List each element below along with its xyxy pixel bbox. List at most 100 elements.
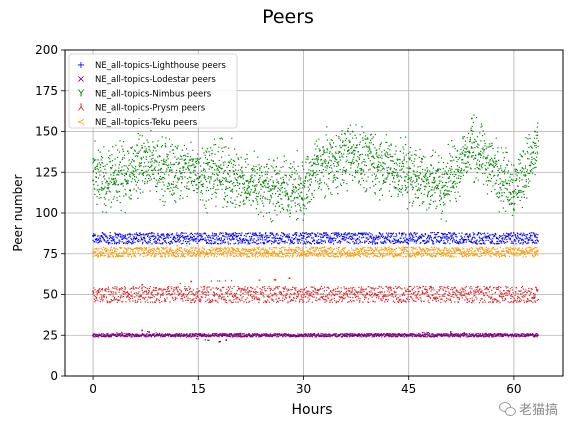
- data-point: [518, 290, 520, 292]
- data-point: [225, 232, 227, 234]
- data-point: [346, 234, 348, 236]
- data-point: [286, 288, 288, 290]
- data-point: [265, 300, 268, 303]
- data-point: [124, 235, 126, 238]
- data-point: [152, 334, 155, 336]
- data-point: [397, 335, 399, 337]
- data-point: [191, 239, 193, 241]
- data-point: [237, 240, 239, 242]
- data-point: [189, 288, 191, 290]
- data-point: [187, 299, 189, 301]
- data-point: [527, 335, 529, 337]
- data-point: [293, 234, 295, 236]
- data-point: [536, 239, 538, 241]
- data-point: [501, 292, 503, 294]
- data-point: [439, 286, 441, 288]
- data-point: [306, 240, 308, 242]
- data-point: [428, 241, 430, 243]
- data-point: [118, 255, 121, 257]
- data-point: [420, 297, 422, 299]
- data-point: [199, 254, 201, 256]
- data-point: [535, 335, 538, 337]
- data-point: [529, 239, 531, 241]
- data-point: [198, 333, 200, 335]
- data-point: [376, 334, 379, 336]
- data-point: [510, 336, 512, 338]
- data-point: [374, 333, 376, 336]
- data-point: [209, 242, 211, 244]
- data-point: [143, 252, 146, 254]
- data-point: [300, 295, 302, 297]
- data-point: [474, 237, 476, 239]
- data-point: [468, 292, 470, 294]
- data-point: [239, 298, 241, 301]
- data-point: [520, 242, 522, 244]
- data-point: [148, 290, 150, 292]
- data-point: [174, 236, 176, 238]
- data-point: [192, 253, 195, 256]
- data-point: [386, 295, 388, 297]
- data-point: [201, 249, 203, 251]
- data-point: [183, 253, 185, 255]
- data-point: [329, 291, 332, 293]
- data-point: [143, 252, 145, 254]
- data-point: [436, 233, 438, 235]
- data-point: [255, 292, 257, 294]
- data-point: [149, 237, 152, 239]
- data-point: [143, 333, 145, 335]
- data-point: [139, 234, 141, 237]
- data-point: [518, 300, 521, 302]
- data-point: [477, 232, 479, 235]
- data-point: [250, 238, 253, 240]
- data-point: [308, 333, 310, 335]
- data-point: [343, 237, 345, 239]
- data-point: [521, 285, 524, 288]
- data-point: [395, 294, 397, 296]
- data-point: [307, 293, 309, 295]
- data-point: [227, 333, 229, 335]
- data-point: [387, 232, 390, 234]
- data-point: [175, 249, 177, 251]
- data-point: [447, 298, 449, 300]
- data-point: [508, 293, 510, 295]
- data-point: [98, 238, 100, 240]
- data-point: [491, 336, 493, 338]
- data-point: [235, 335, 237, 337]
- data-point: [458, 334, 461, 337]
- data-point: [354, 294, 356, 296]
- data-point: [129, 300, 131, 302]
- data-point: [188, 238, 190, 240]
- data-point: [493, 243, 495, 245]
- data-point: [480, 237, 482, 240]
- data-point: [532, 296, 534, 299]
- data-point: [138, 247, 140, 249]
- data-point: [311, 291, 313, 294]
- data-point: [257, 333, 259, 335]
- data-point: [159, 240, 161, 242]
- data-point: [126, 253, 129, 255]
- data-point: [531, 235, 533, 237]
- data-point: [198, 240, 201, 242]
- data-point: [442, 289, 444, 291]
- data-point: [110, 336, 112, 338]
- data-point: [170, 334, 172, 336]
- data-point: [130, 239, 133, 241]
- data-point: [443, 293, 445, 295]
- data-point: [382, 236, 384, 238]
- data-point: [116, 289, 118, 291]
- data-point: [174, 292, 176, 294]
- data-point: [305, 238, 307, 240]
- data-point: [476, 243, 478, 245]
- data-point: [521, 286, 523, 289]
- data-point: [129, 297, 132, 300]
- data-point: [153, 238, 156, 240]
- data-point: [406, 298, 408, 300]
- data-point: [464, 238, 466, 241]
- data-point: [421, 233, 423, 235]
- data-point: [404, 236, 406, 238]
- data-point: [350, 238, 353, 241]
- data-point: [431, 335, 434, 338]
- data-point: [405, 301, 407, 303]
- data-point: [512, 242, 514, 245]
- data-point: [500, 334, 502, 337]
